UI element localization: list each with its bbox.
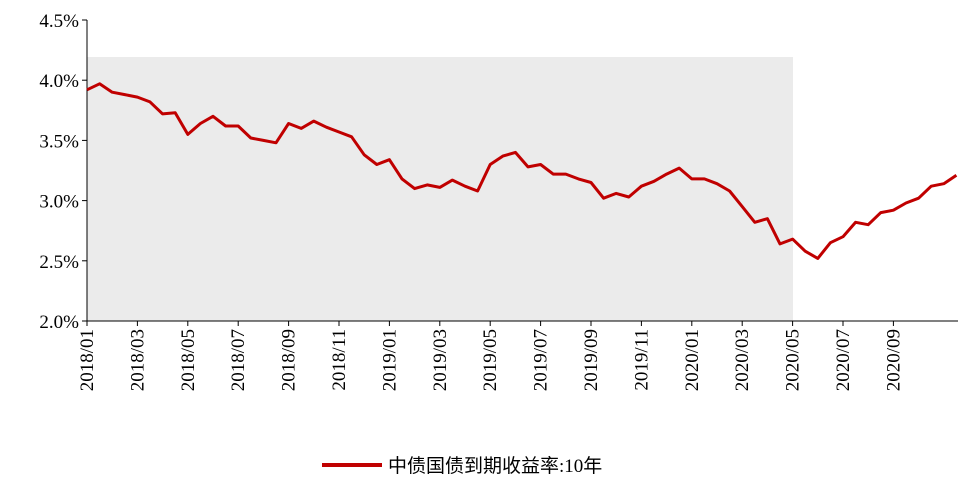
x-tick-label: 2018/01 (77, 329, 98, 391)
y-tick-label: 4.0% (39, 71, 79, 92)
y-tick-label: 3.5% (39, 131, 79, 152)
x-tick-label: 2018/09 (279, 329, 300, 391)
x-tick-label: 2018/03 (127, 329, 148, 391)
x-tick-label: 2020/03 (732, 329, 753, 391)
x-tick-label: 2018/05 (178, 329, 199, 391)
x-tick-label: 2020/07 (833, 329, 854, 391)
shaded-period (87, 57, 793, 321)
x-tick-label: 2019/01 (379, 329, 400, 391)
y-tick-label: 2.0% (39, 312, 79, 333)
y-tick-label: 2.5% (39, 252, 79, 273)
x-tick-label: 2019/09 (581, 329, 602, 391)
y-tick-label: 4.5% (39, 11, 79, 32)
x-tick-label: 2020/01 (682, 329, 703, 391)
data-line (86, 82, 958, 260)
x-tick-label: 2020/05 (783, 329, 804, 391)
x-tick-label: 2019/05 (480, 329, 501, 391)
x-tick-label: 2019/11 (631, 329, 652, 391)
x-tick-label: 2020/09 (883, 329, 904, 391)
legend-label: 中债国债到期收益率:10年 (388, 455, 602, 477)
x-tick-label: 2019/07 (531, 329, 552, 391)
y-tick-label: 3.0% (39, 192, 79, 213)
x-tick-label: 2019/03 (430, 329, 451, 391)
x-tick-label: 2018/07 (228, 329, 249, 391)
x-tick-label: 2018/11 (329, 329, 350, 391)
